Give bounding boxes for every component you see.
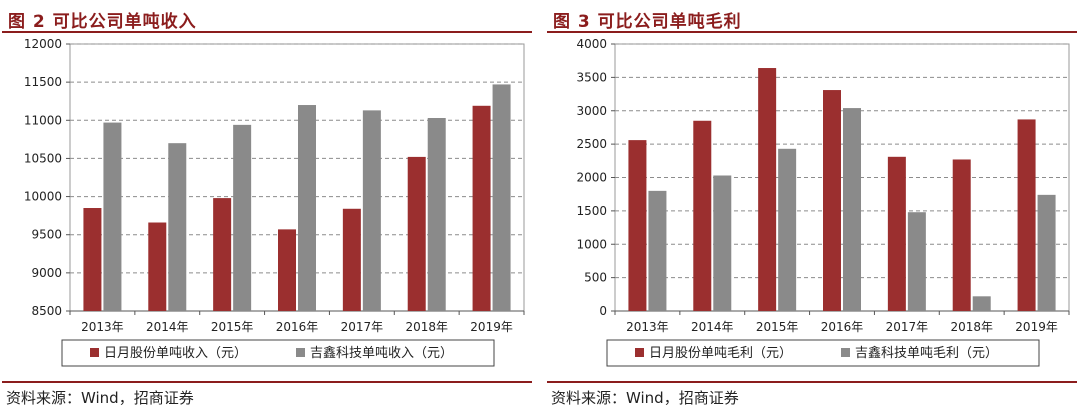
y-tick-label: 1500 <box>576 204 607 218</box>
y-tick-label: 11500 <box>24 75 62 89</box>
x-tick-label: 2015年 <box>211 320 254 334</box>
legend-box <box>606 339 1040 367</box>
legend-box <box>61 339 495 367</box>
y-tick-label: 9000 <box>31 266 62 280</box>
bar-series1 <box>628 140 647 311</box>
x-tick-label: 2014年 <box>691 320 734 334</box>
x-tick-label: 2016年 <box>276 320 319 334</box>
source-divider <box>2 381 532 383</box>
bar-series2 <box>843 108 861 311</box>
y-tick-label: 11000 <box>24 113 62 127</box>
bar-series2 <box>492 84 511 311</box>
y-tick-label: 9500 <box>31 228 62 242</box>
bar-series2 <box>1037 194 1056 311</box>
y-tick-label: 8500 <box>31 304 62 318</box>
source-note: 资料来源：Wind，招商证券 <box>6 389 194 407</box>
revenue-chart: 8500 9000 9500 10000 10500 11000 11500 12000 201… <box>24 37 525 367</box>
legend-label: 吉鑫科技单吨毛利（元） <box>855 345 998 361</box>
x-tick-label: 2018年 <box>405 320 448 334</box>
bar-series2 <box>972 296 991 311</box>
bar-series1 <box>1017 119 1036 312</box>
title-divider <box>2 31 532 33</box>
legend-label: 日月股份单吨毛利（元） <box>649 346 792 361</box>
legend-swatch <box>635 348 644 357</box>
chart-panel-revenue: 图 2 可比公司单吨收入 8500 9000 9500 10000 10500 11000… <box>2 0 534 411</box>
bar-series1 <box>148 222 167 311</box>
y-tick-label: 3500 <box>576 70 607 84</box>
plot-frame <box>69 43 525 312</box>
bar-series1 <box>472 105 491 311</box>
y-tick-label: 10500 <box>24 151 62 165</box>
chart-title: 图 3 可比公司单吨毛利 <box>553 12 742 32</box>
source-divider <box>547 381 1077 383</box>
x-tick-label: 2015年 <box>756 320 799 334</box>
legend-swatch <box>296 348 305 357</box>
bar-series2 <box>648 190 667 311</box>
legend-swatch <box>841 348 850 357</box>
x-tick-label: 2016年 <box>821 320 864 334</box>
y-tick-label: 2500 <box>576 137 607 151</box>
y-tick-label: 3000 <box>576 104 607 118</box>
bar-series1 <box>213 198 232 311</box>
bar-series1 <box>407 156 426 311</box>
x-tick-label: 2014年 <box>146 320 189 334</box>
bar-series2 <box>233 124 252 311</box>
margin-chart: 0 500 1000 1500 2000 2500 3000 3500 4000 2013年 201… <box>576 37 1070 367</box>
bar-series1 <box>693 120 712 311</box>
bar-series1 <box>952 159 971 311</box>
y-tick-label: 10000 <box>24 190 62 204</box>
y-tick-label: 0 <box>599 304 607 318</box>
y-tick-label: 4000 <box>576 37 607 51</box>
x-tick-label: 2019年 <box>1015 320 1058 334</box>
bar-series2 <box>168 143 187 311</box>
bar-series2 <box>778 148 797 311</box>
bar-series2 <box>362 110 381 312</box>
y-tick-label: 2000 <box>576 171 607 185</box>
x-tick-label: 2017年 <box>341 320 384 334</box>
bar-series2 <box>713 175 732 311</box>
legend-label: 日月股份单吨收入（元） <box>104 346 247 361</box>
legend-label: 吉鑫科技单吨收入（元） <box>310 345 453 361</box>
bar-series1 <box>758 68 777 311</box>
y-tick-label: 12000 <box>24 37 62 51</box>
bar-series1 <box>278 229 296 311</box>
y-tick-label: 1000 <box>576 237 607 251</box>
chart-panel-margin: 图 3 可比公司单吨毛利 0 500 1000 1500 2000 2500 3000 350… <box>547 0 1079 411</box>
legend-swatch <box>90 348 99 357</box>
x-tick-label: 2013年 <box>81 320 124 334</box>
x-tick-label: 2017年 <box>886 320 929 334</box>
bar-series1 <box>823 90 841 311</box>
source-note: 资料来源：Wind，招商证券 <box>551 389 739 407</box>
x-tick-label: 2019年 <box>470 320 513 334</box>
bar-series1 <box>342 208 361 311</box>
bar-series2 <box>103 122 122 312</box>
bar-series1 <box>83 208 102 311</box>
chart-title: 图 2 可比公司单吨收入 <box>8 12 197 32</box>
bar-series2 <box>907 212 926 311</box>
y-tick-label: 500 <box>584 271 607 285</box>
x-tick-label: 2018年 <box>950 320 993 334</box>
bar-series2 <box>427 117 446 311</box>
bar-series2 <box>298 105 316 312</box>
bar-series1 <box>887 156 906 311</box>
x-tick-label: 2013年 <box>626 320 669 334</box>
title-divider <box>547 31 1077 33</box>
